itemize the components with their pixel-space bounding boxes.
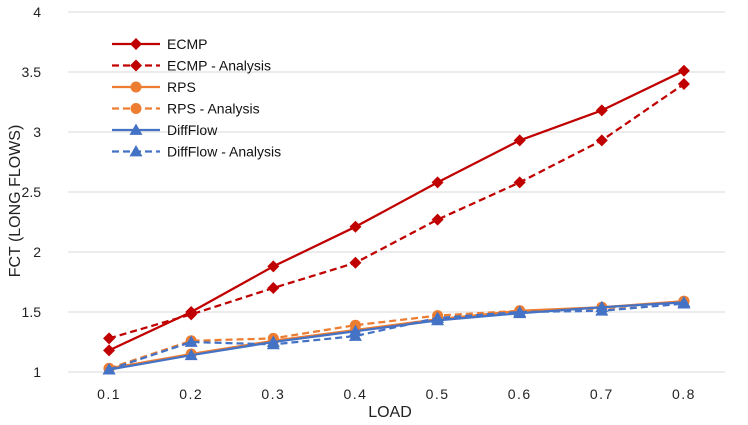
- data-point: [102, 363, 116, 375]
- data-point: [513, 134, 526, 147]
- data-point: [513, 305, 527, 317]
- legend-item-diffflow-analysis: DiffFlow - Analysis: [112, 144, 281, 160]
- legend-marker: [130, 103, 142, 114]
- y-axis-title: FCT (LONG FLOWS): [7, 125, 24, 278]
- series-group: [102, 64, 691, 375]
- data-point: [677, 64, 690, 77]
- legend-marker: [129, 145, 143, 157]
- data-point: [431, 176, 444, 189]
- legend-label: RPS - Analysis: [167, 101, 260, 117]
- legend-label: RPS: [167, 79, 196, 95]
- x-tick-label: 0.2: [179, 386, 203, 402]
- x-tick-label: 0.5: [426, 386, 450, 402]
- data-point: [431, 311, 445, 323]
- data-point: [184, 335, 198, 347]
- legend-marker: [130, 38, 142, 50]
- x-tick-label: 0.7: [590, 386, 614, 402]
- y-tick-label: 3.5: [22, 64, 42, 80]
- y-tick-label: 2: [33, 244, 41, 260]
- data-point: [677, 297, 691, 309]
- series-line: [108, 301, 685, 371]
- data-point: [513, 176, 526, 189]
- data-point: [267, 260, 280, 273]
- series-diffflow-analysis: [102, 297, 691, 375]
- y-tick-labels: 1 1.5 2 2.5 3 3.5 4: [22, 4, 42, 380]
- data-point: [431, 213, 444, 226]
- data-point: [103, 332, 116, 345]
- data-point: [266, 337, 280, 350]
- legend: ECMP ECMP - Analysis RPS RPS - Analysis Diff…: [112, 36, 281, 160]
- data-point: [348, 329, 362, 341]
- data-point: [267, 282, 280, 294]
- series-line: [108, 302, 685, 371]
- x-tick-labels: 0.1 0.2 0.3 0.4 0.5 0.6 0.7 0.8: [97, 386, 696, 402]
- legend-label: ECMP: [167, 36, 207, 52]
- data-point: [677, 78, 690, 90]
- data-point: [595, 104, 608, 117]
- series-line: [108, 69, 685, 352]
- y-tick-label: 1.5: [22, 304, 42, 320]
- series-line: [108, 83, 685, 340]
- legend-item-rps: RPS: [112, 79, 196, 95]
- x-axis-title: LOAD: [368, 404, 412, 421]
- data-point: [185, 308, 198, 321]
- series-ecmp-analysis: [103, 78, 690, 345]
- legend-item-ecmp-analysis: ECMP - Analysis: [112, 58, 271, 74]
- x-tick-label: 0.1: [97, 386, 121, 402]
- legend-marker: [130, 81, 142, 93]
- data-point: [349, 256, 362, 269]
- grid-lines: [68, 11, 725, 373]
- x-tick-label: 0.3: [261, 386, 285, 402]
- data-point: [103, 344, 116, 357]
- legend-marker: [129, 123, 143, 135]
- x-tick-label: 0.6: [508, 386, 532, 402]
- data-point: [595, 134, 608, 147]
- legend-marker: [130, 59, 142, 72]
- legend-item-ecmp: ECMP: [112, 36, 207, 52]
- data-point: [349, 220, 362, 233]
- data-point: [184, 348, 198, 361]
- legend-item-diffflow: DiffFlow: [112, 122, 218, 138]
- legend-label: DiffFlow - Analysis: [167, 144, 281, 160]
- y-tick-label: 4: [33, 4, 41, 20]
- y-tick-label: 3: [33, 124, 41, 140]
- x-tick-label: 0.4: [343, 386, 367, 402]
- x-tick-label: 0.8: [672, 386, 696, 402]
- y-tick-label: 1: [33, 364, 41, 380]
- legend-label: ECMP - Analysis: [167, 58, 271, 74]
- legend-label: DiffFlow: [167, 122, 218, 138]
- y-tick-label: 2.5: [22, 184, 42, 200]
- legend-item-rps-analysis: RPS - Analysis: [112, 101, 260, 117]
- data-point: [595, 304, 609, 316]
